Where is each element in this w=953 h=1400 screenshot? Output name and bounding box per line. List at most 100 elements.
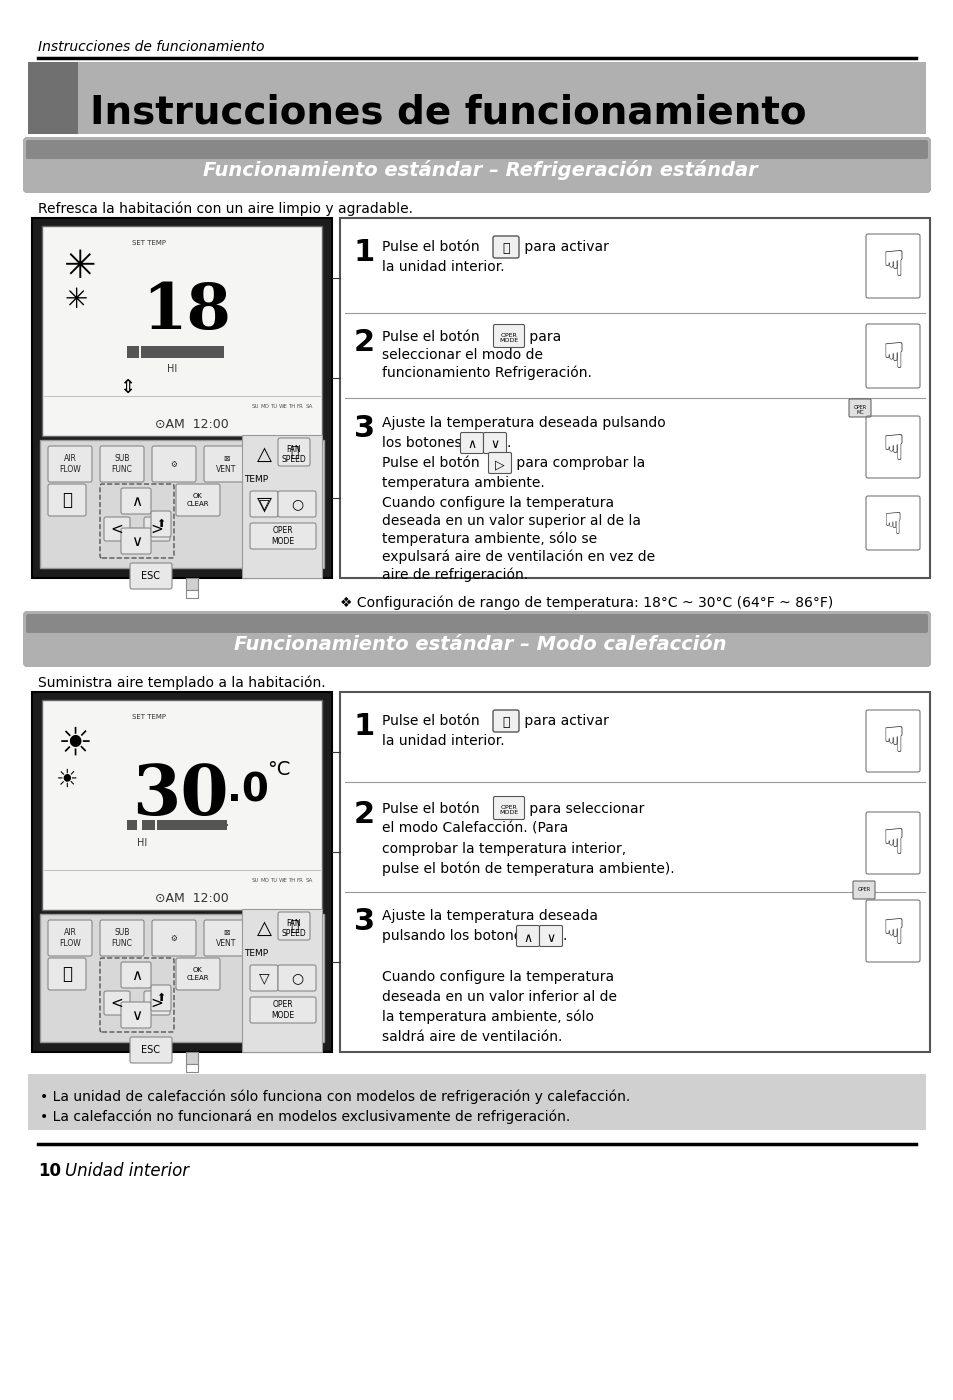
FancyBboxPatch shape (48, 958, 86, 990)
Text: ☟: ☟ (882, 827, 903, 861)
Bar (242, 909, 322, 1051)
Bar (141, 346, 156, 358)
Text: ∨: ∨ (132, 533, 142, 549)
Text: ⬆: ⬆ (156, 993, 166, 1002)
Text: OPER
MODE: OPER MODE (272, 1000, 294, 1019)
Bar (42, 225, 322, 435)
Text: ☟: ☟ (882, 249, 903, 283)
Text: ☟: ☟ (882, 433, 903, 468)
Text: Refresca la habitación con un aire limpio y agradable.: Refresca la habitación con un aire limpi… (38, 202, 413, 217)
Text: Funcionamiento estándar – Modo calefacción: Funcionamiento estándar – Modo calefacci… (233, 634, 725, 654)
Text: ☟: ☟ (882, 511, 902, 540)
FancyBboxPatch shape (121, 962, 151, 988)
FancyBboxPatch shape (175, 484, 220, 517)
FancyBboxPatch shape (250, 997, 315, 1023)
Bar (142, 820, 154, 830)
FancyBboxPatch shape (130, 1037, 172, 1063)
FancyBboxPatch shape (23, 610, 930, 666)
Text: la unidad interior.: la unidad interior. (381, 734, 504, 748)
Text: SET TEMP: SET TEMP (132, 239, 166, 246)
FancyBboxPatch shape (121, 489, 151, 514)
Text: Instrucciones de funcionamiento: Instrucciones de funcionamiento (38, 41, 264, 55)
Text: FAN
SPEED: FAN SPEED (281, 918, 306, 938)
Text: ⬆: ⬆ (156, 519, 166, 529)
FancyBboxPatch shape (493, 710, 518, 732)
Text: TU: TU (270, 405, 277, 409)
Text: .: . (506, 435, 511, 449)
Text: SET TEMP: SET TEMP (132, 714, 166, 720)
Text: ▽: ▽ (256, 496, 272, 514)
Text: funcionamiento Refrigeración.: funcionamiento Refrigeración. (381, 365, 591, 381)
Text: Cuando configure la temperatura: Cuando configure la temperatura (381, 970, 614, 984)
FancyBboxPatch shape (121, 528, 151, 554)
Text: • La unidad de calefacción sólo funciona con modelos de refrigeración y calefacc: • La unidad de calefacción sólo funciona… (40, 1091, 630, 1105)
Text: ⊙AM  12:00: ⊙AM 12:00 (155, 419, 229, 431)
Text: SA: SA (306, 878, 313, 883)
Text: ⚙: ⚙ (171, 459, 177, 469)
FancyBboxPatch shape (144, 517, 170, 540)
Bar (42, 700, 322, 910)
Text: ∧: ∧ (523, 931, 532, 945)
Text: OK
CLEAR: OK CLEAR (187, 494, 209, 507)
FancyBboxPatch shape (493, 237, 518, 258)
FancyBboxPatch shape (277, 965, 315, 991)
Bar (127, 346, 139, 358)
Bar (186, 578, 198, 589)
Text: SA: SA (306, 405, 313, 409)
Text: 18: 18 (142, 281, 231, 342)
Bar (186, 1051, 198, 1064)
FancyBboxPatch shape (493, 797, 524, 819)
FancyBboxPatch shape (23, 137, 930, 193)
Text: AIR
FLOW: AIR FLOW (59, 928, 81, 948)
Text: para: para (524, 330, 560, 344)
Text: OPER
MODE: OPER MODE (499, 333, 518, 343)
Bar (28, 62, 925, 134)
Text: ∧: ∧ (467, 438, 476, 451)
Bar (32, 218, 332, 578)
Bar (169, 346, 190, 358)
Text: ⊠
VENT: ⊠ VENT (215, 928, 236, 948)
Text: ∨: ∨ (490, 438, 499, 451)
Text: ⏻: ⏻ (501, 717, 509, 729)
Text: ⚙: ⚙ (171, 934, 177, 942)
Text: OK
CLEAR: OK CLEAR (187, 967, 209, 980)
Text: temperatura ambiente.: temperatura ambiente. (381, 476, 544, 490)
Text: comprobar la temperatura interior,: comprobar la temperatura interior, (381, 841, 625, 855)
Text: ⇕: ⇕ (119, 378, 135, 398)
FancyBboxPatch shape (144, 991, 170, 1015)
FancyBboxPatch shape (277, 911, 310, 939)
Text: ☀: ☀ (58, 725, 92, 763)
Text: Ajuste la temperatura deseada pulsando: Ajuste la temperatura deseada pulsando (381, 416, 665, 430)
Text: Suministra aire templado a la habitación.: Suministra aire templado a la habitación… (38, 676, 325, 690)
Bar (127, 820, 137, 830)
Text: △: △ (256, 918, 272, 938)
Text: OPER
MODE: OPER MODE (499, 805, 518, 815)
Text: el modo Calefacción. (Para: el modo Calefacción. (Para (381, 822, 568, 836)
FancyBboxPatch shape (151, 986, 171, 1011)
Text: ESC: ESC (141, 1044, 160, 1056)
Text: aire de refrigeración.: aire de refrigeración. (381, 568, 528, 582)
FancyBboxPatch shape (250, 965, 277, 991)
Text: ☀: ☀ (56, 769, 78, 792)
Text: MO: MO (261, 878, 270, 883)
Bar (154, 346, 172, 358)
FancyBboxPatch shape (26, 140, 927, 160)
Text: ▷: ▷ (495, 459, 504, 472)
Bar (339, 218, 929, 578)
Bar (186, 589, 198, 598)
FancyBboxPatch shape (152, 447, 195, 482)
Text: 2: 2 (354, 328, 375, 357)
Text: OPER: OPER (857, 886, 870, 897)
Bar (40, 914, 324, 1042)
Text: MO: MO (261, 405, 270, 409)
Text: TH: TH (288, 405, 295, 409)
Text: TU: TU (270, 878, 277, 883)
Text: ⏻: ⏻ (290, 918, 298, 932)
Text: ☟: ☟ (882, 917, 903, 951)
Text: <: < (111, 522, 123, 536)
Text: ⏻: ⏻ (501, 242, 509, 255)
Text: la unidad interior.: la unidad interior. (381, 260, 504, 274)
Text: expulsará aire de ventilación en vez de: expulsará aire de ventilación en vez de (381, 550, 655, 564)
Text: Pulse el botón: Pulse el botón (381, 714, 483, 728)
Bar (28, 62, 78, 134)
